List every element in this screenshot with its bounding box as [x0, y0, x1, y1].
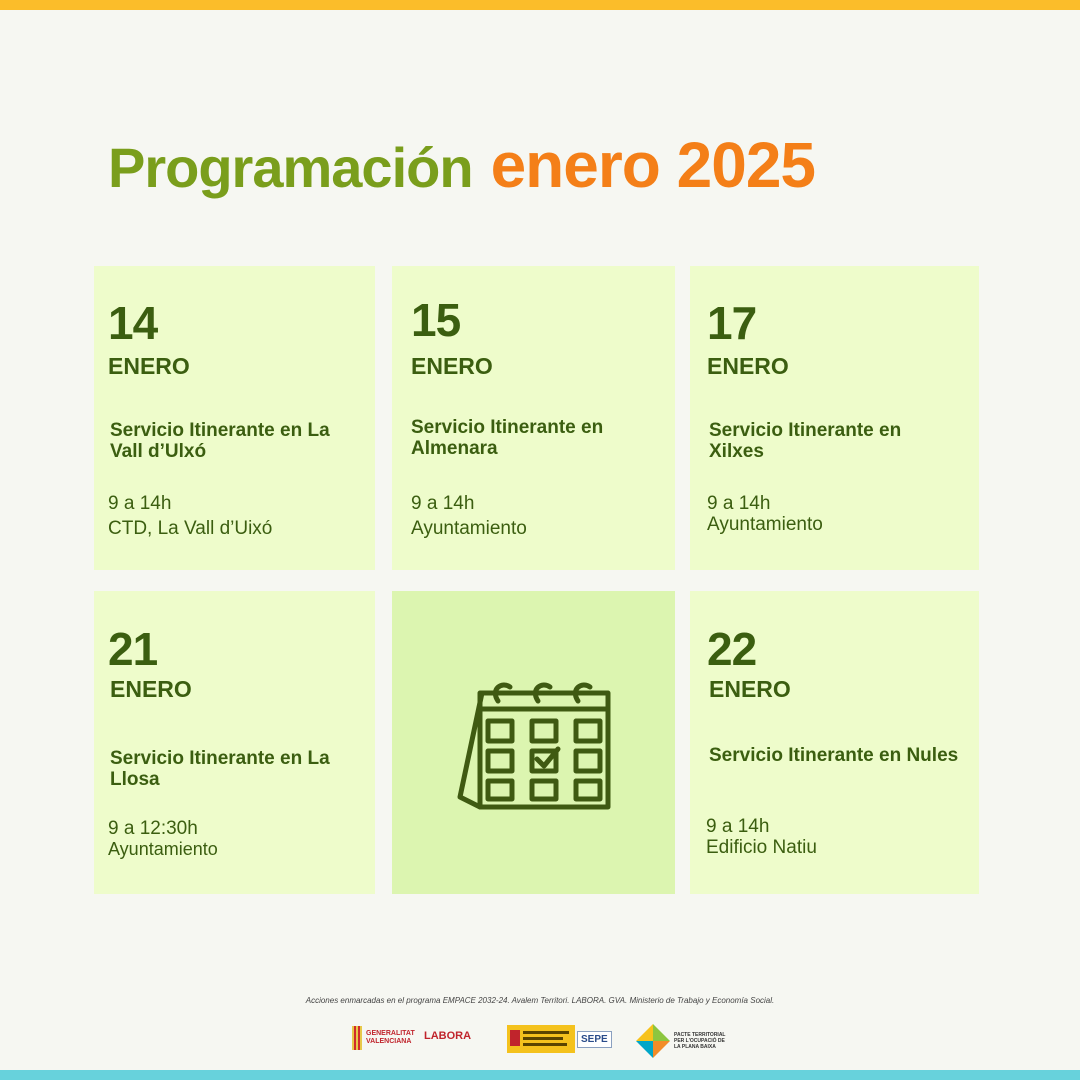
event-service: Servicio Itinerante en La Vall d’Ulxó: [110, 420, 330, 462]
event-month: ENERO: [411, 353, 493, 379]
event-place: Edificio Natiu: [706, 837, 817, 858]
event-card-21: 21 ENERO Servicio Itinerante en La Llosa…: [94, 591, 375, 894]
event-place: CTD, La Vall d’Uixó: [108, 518, 273, 539]
footer-note: Acciones enmarcadas en el programa EMPAC…: [305, 996, 775, 1005]
generalitat-logo: GENERALITAT VALENCIANA: [352, 1026, 415, 1050]
sepe-wordmark: SEPE: [581, 1033, 608, 1045]
top-accent-bar: [0, 0, 1080, 10]
spain-crest-icon: [507, 1025, 575, 1053]
pacte-line2: PER L'OCUPACIÓ DE: [674, 1038, 725, 1044]
title-month-year: enero 2025: [490, 129, 816, 201]
sponsor-logos: GENERALITAT VALENCIANA LABORA SEPE PACTE…: [0, 1022, 1080, 1062]
event-day: 15: [411, 294, 461, 346]
labora-wordmark: LABORA: [424, 1030, 472, 1042]
event-card-14: 14 ENERO Servicio Itinerante en La Vall …: [94, 266, 375, 570]
pacte-line3: LA PLANA BAIXA: [674, 1044, 716, 1050]
event-time: 9 a 14h: [707, 493, 771, 514]
event-month: ENERO: [707, 353, 789, 379]
event-time: 9 a 14h: [108, 493, 172, 514]
event-time: 9 a 14h: [411, 493, 475, 514]
labora-logo: LABORA: [424, 1030, 471, 1042]
title-programacion: Programación: [108, 136, 474, 199]
event-day: 17: [707, 297, 757, 349]
event-service: Servicio Itinerante en Almenara: [411, 417, 604, 459]
event-month: ENERO: [108, 353, 190, 379]
event-service: Servicio Itinerante en Nules: [709, 745, 959, 766]
generalitat-line2: VALENCIANA: [366, 1038, 412, 1045]
event-day: 21: [108, 623, 158, 675]
bottom-accent-bar: [0, 1070, 1080, 1080]
event-service: Servicio Itinerante en La Llosa: [110, 748, 330, 790]
calendar-card: [392, 591, 675, 894]
event-card-22: 22 ENERO Servicio Itinerante en Nules 9 …: [690, 591, 979, 894]
event-month: ENERO: [709, 676, 791, 702]
event-day: 14: [108, 297, 158, 349]
event-place: Ayuntamiento: [411, 518, 527, 539]
calendar-check-icon: [457, 682, 611, 810]
ministerio-logo: SEPE: [507, 1025, 612, 1053]
event-card-15: 15 ENERO Servicio Itinerante en Almenara…: [392, 266, 675, 570]
event-place: Ayuntamiento: [707, 514, 823, 535]
pacte-logo: PACTE TERRITORIAL PER L'OCUPACIÓ DE LA P…: [636, 1024, 725, 1058]
pacte-emblem-icon: [636, 1024, 670, 1058]
event-time: 9 a 12:30h: [108, 818, 198, 839]
generalitat-emblem-icon: [352, 1026, 362, 1050]
event-place: Ayuntamiento: [108, 839, 218, 859]
generalitat-line1: GENERALITAT: [366, 1030, 415, 1037]
event-card-17: 17 ENERO Servicio Itinerante en Xilxes 9…: [690, 266, 979, 570]
event-day: 22: [707, 623, 757, 675]
event-service: Servicio Itinerante en Xilxes: [709, 420, 902, 462]
event-time: 9 a 14h: [706, 816, 770, 837]
pacte-line1: PACTE TERRITORIAL: [674, 1032, 726, 1038]
page-title: Programación enero 2025: [108, 128, 816, 202]
event-month: ENERO: [110, 676, 192, 702]
